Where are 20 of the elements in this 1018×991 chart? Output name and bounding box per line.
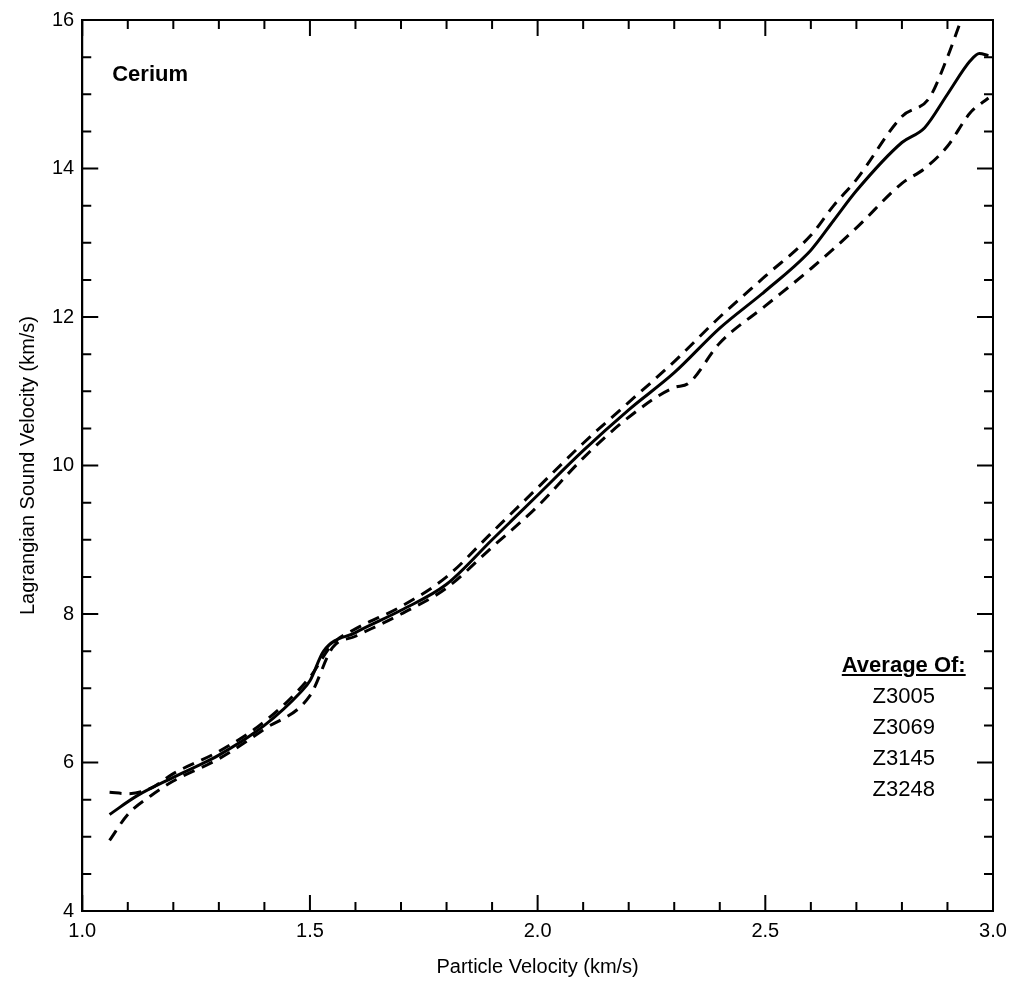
- annotation: Z3005: [872, 682, 935, 710]
- annotation: Average Of:: [841, 651, 966, 679]
- x-tick-label: 1.0: [68, 918, 97, 941]
- y-tick-label: 6: [63, 750, 75, 773]
- annotation: Z3145: [872, 744, 935, 772]
- annotation: Cerium: [112, 60, 189, 88]
- y-tick-label: 4: [63, 898, 75, 921]
- y-tick-label: 14: [52, 156, 75, 179]
- x-tick-label: 1.5: [296, 918, 324, 941]
- x-tick-label: 2.5: [751, 918, 780, 941]
- x-tick-label: 3.0: [979, 918, 1007, 941]
- annotation: Z3248: [872, 775, 935, 803]
- x-tick-label: 2.0: [523, 918, 552, 941]
- y-tick-label: 12: [52, 304, 75, 327]
- y-tick-label: 8: [63, 601, 75, 624]
- y-axis-title: Lagrangian Sound Velocity (km/s): [15, 315, 38, 616]
- x-axis-title: Particle Velocity (km/s): [436, 954, 639, 977]
- annotation: Z3069: [872, 713, 935, 741]
- y-tick-label: 16: [52, 7, 75, 30]
- y-tick-label: 10: [52, 453, 75, 476]
